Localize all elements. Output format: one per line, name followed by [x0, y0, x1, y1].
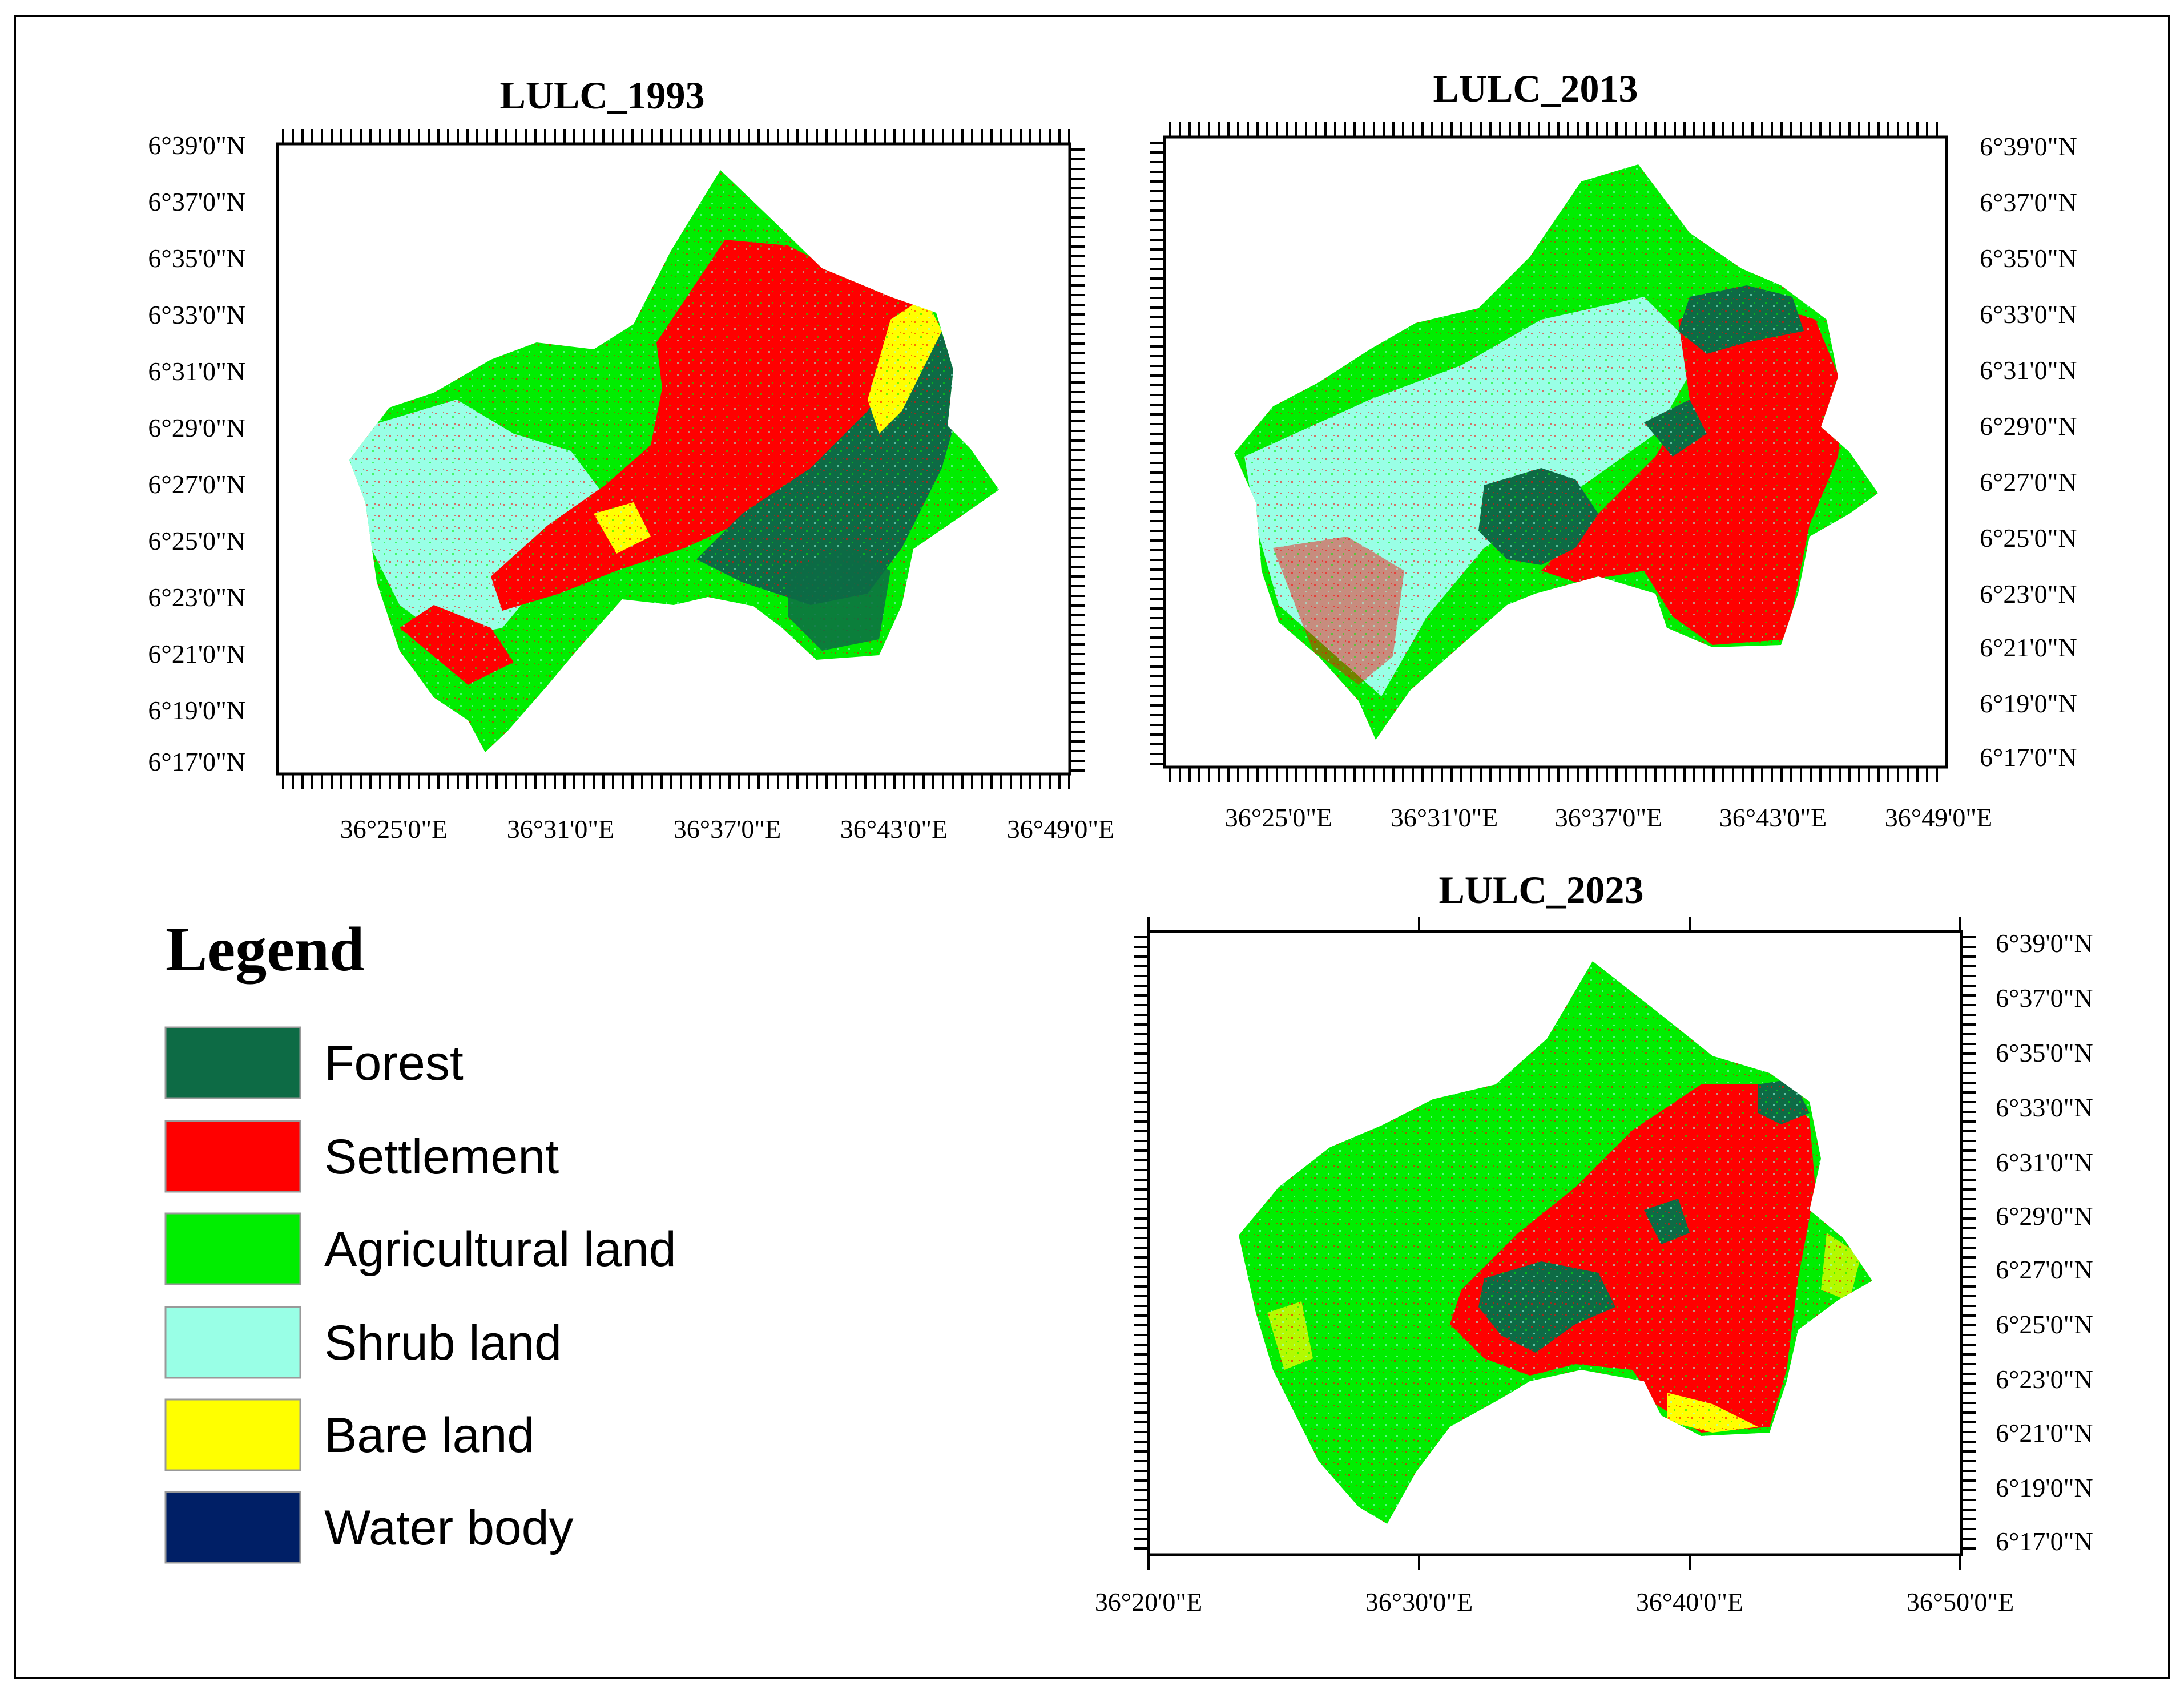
lat-label: 6°29'0"N: [1996, 1201, 2093, 1231]
legend-swatch: [164, 1491, 301, 1564]
legend-title: Legend: [166, 914, 364, 984]
lat-label: 6°39'0"N: [1996, 929, 2093, 958]
lat-label: 6°25'0"N: [1996, 1310, 2093, 1339]
lon-label: 36°43'0"E: [840, 814, 948, 844]
lon-label: 36°31'0"E: [1391, 803, 1498, 832]
lon-label: 36°25'0"E: [340, 814, 448, 844]
map-2013-latitude-labels: 6°39'0"N 6°37'0"N 6°35'0"N 6°33'0"N 6°31…: [1980, 132, 2077, 772]
map-2023-title: LULC_2023: [1439, 868, 1644, 911]
lon-label: 36°49'0"E: [1007, 814, 1115, 844]
lat-label: 6°37'0"N: [148, 187, 245, 216]
lat-label: 6°33'0"N: [1996, 1093, 2093, 1122]
legend-item-bare-land: Bare land: [164, 1398, 534, 1471]
legend-item-forest: Forest: [164, 1026, 464, 1099]
lat-label: 6°29'0"N: [1980, 412, 2077, 441]
map-2023-panel: LULC_2023 6°39'0"N 6°37'0"N 6°35'0"N 6°3…: [1095, 868, 2093, 1616]
lon-label: 36°20'0"E: [1095, 1587, 1203, 1616]
legend-item-shrub-land: Shrub land: [164, 1306, 562, 1379]
lon-label: 36°40'0"E: [1636, 1587, 1744, 1616]
legend-item-settlement: Settlement: [164, 1120, 559, 1193]
lat-label: 6°31'0"N: [1980, 356, 2077, 385]
lon-label: 36°37'0"E: [1555, 803, 1663, 832]
lon-label: 36°30'0"E: [1365, 1587, 1473, 1616]
map-2023-longitude-labels: 36°20'0"E 36°30'0"E 36°40'0"E 36°50'0"E: [1095, 1587, 2014, 1616]
map-2013-ticks: [1150, 122, 1938, 782]
legend-label: Water body: [324, 1501, 574, 1555]
lat-label: 6°29'0"N: [148, 413, 245, 442]
map-2013-longitude-labels: 36°25'0"E 36°31'0"E 36°37'0"E 36°43'0"E …: [1225, 803, 1993, 832]
map-2023-ticks: [1134, 917, 1976, 1570]
lat-label: 6°33'0"N: [1980, 300, 2077, 329]
lat-label: 6°37'0"N: [1980, 188, 2077, 217]
legend-swatch: [164, 1212, 301, 1285]
lat-label: 6°35'0"N: [148, 244, 245, 273]
lat-label: 6°19'0"N: [1980, 689, 2077, 718]
lat-label: 6°33'0"N: [148, 300, 245, 329]
figure-border: [14, 15, 2170, 1679]
lon-label: 36°43'0"E: [1719, 803, 1827, 832]
lat-label: 6°39'0"N: [148, 131, 245, 160]
legend-label: Forest: [324, 1036, 464, 1091]
lat-label: 6°23'0"N: [1980, 579, 2077, 608]
lat-label: 6°31'0"N: [148, 357, 245, 386]
map-2013-title: LULC_2013: [1433, 67, 1638, 110]
lat-label: 6°25'0"N: [148, 526, 245, 555]
lon-label: 36°50'0"E: [1907, 1587, 2014, 1616]
map-1993-longitude-labels: 36°25'0"E 36°31'0"E 36°37'0"E 36°43'0"E …: [340, 814, 1115, 844]
lat-label: 6°37'0"N: [1996, 983, 2093, 1013]
legend-swatch: [164, 1398, 301, 1471]
map-1993-latitude-labels: 6°39'0"N 6°37'0"N 6°35'0"N 6°33'0"N 6°31…: [148, 131, 245, 776]
legend-label: Bare land: [324, 1408, 534, 1463]
lat-label: 6°19'0"N: [148, 696, 245, 725]
legend: Legend Forest Settlement Agricultural la…: [164, 914, 676, 1564]
lat-label: 6°21'0"N: [1980, 633, 2077, 662]
lon-label: 36°49'0"E: [1885, 803, 1993, 832]
lon-label: 36°31'0"E: [507, 814, 615, 844]
legend-swatch: [164, 1306, 301, 1379]
lat-label: 6°21'0"N: [148, 639, 245, 668]
lat-label: 6°17'0"N: [1996, 1527, 2093, 1556]
lat-label: 6°19'0"N: [1996, 1473, 2093, 1502]
map-1993-title: LULC_1993: [500, 74, 705, 117]
legend-swatch: [164, 1120, 301, 1193]
map-2013-panel: LULC_2013 6°39'0"N 6°37'0"N 6°35'0"N 6°3…: [1150, 67, 2077, 832]
legend-label: Agricultural land: [324, 1222, 676, 1277]
lat-label: 6°35'0"N: [1996, 1038, 2093, 1067]
lat-label: 6°39'0"N: [1980, 132, 2077, 161]
map-1993-ticks: [282, 129, 1085, 789]
lat-label: 6°35'0"N: [1980, 244, 2077, 273]
lat-label: 6°23'0"N: [148, 583, 245, 612]
lat-label: 6°25'0"N: [1980, 523, 2077, 552]
legend-item-agricultural-land: Agricultural land: [164, 1212, 676, 1285]
lat-label: 6°31'0"N: [1996, 1148, 2093, 1177]
map-2023-latitude-labels: 6°39'0"N 6°37'0"N 6°35'0"N 6°33'0"N 6°31…: [1996, 929, 2093, 1556]
lon-label: 36°25'0"E: [1225, 803, 1333, 832]
legend-item-water-body: Water body: [164, 1491, 574, 1564]
lat-label: 6°17'0"N: [148, 747, 245, 776]
lat-label: 6°27'0"N: [1980, 467, 2077, 497]
lat-label: 6°27'0"N: [1996, 1255, 2093, 1284]
lat-label: 6°21'0"N: [1996, 1418, 2093, 1447]
legend-swatch: [164, 1026, 301, 1099]
map-1993-panel: LULC_1993 6°39'0"N 6°37'0"N 6°35'0"N 6°3…: [148, 74, 1114, 844]
lon-label: 36°37'0"E: [674, 814, 781, 844]
lat-label: 6°23'0"N: [1996, 1365, 2093, 1394]
lat-label: 6°27'0"N: [148, 470, 245, 499]
legend-label: Shrub land: [324, 1316, 562, 1370]
lat-label: 6°17'0"N: [1980, 743, 2077, 772]
legend-label: Settlement: [324, 1130, 559, 1184]
